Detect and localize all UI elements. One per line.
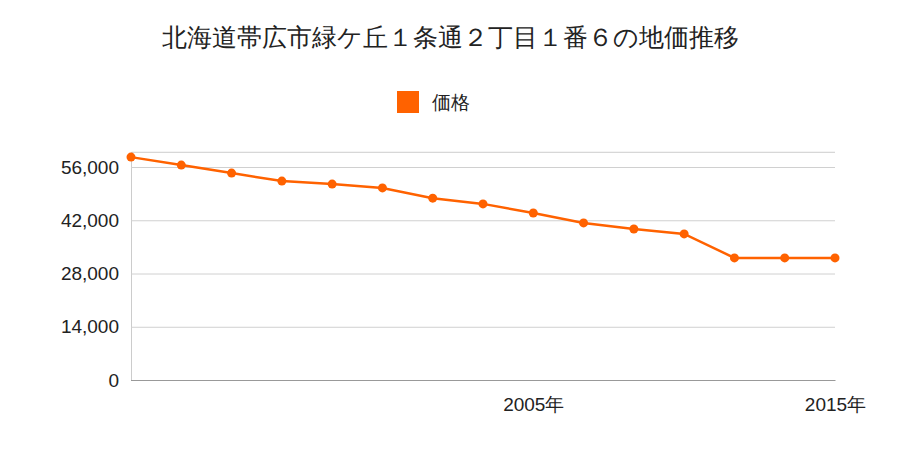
grid-line bbox=[131, 274, 835, 275]
point-marker bbox=[328, 180, 337, 189]
grid-line bbox=[131, 220, 835, 221]
y-tick-label: 28,000 bbox=[61, 263, 119, 284]
point-marker bbox=[629, 224, 638, 233]
point-marker bbox=[227, 169, 236, 178]
legend-swatch bbox=[397, 91, 419, 113]
grid-line bbox=[131, 327, 835, 328]
y-tick: 28,000 bbox=[61, 263, 835, 284]
series-line bbox=[131, 157, 835, 258]
y-tick: 0 bbox=[108, 370, 835, 391]
point-marker bbox=[579, 218, 588, 227]
x-tick-label: 2015年 bbox=[805, 394, 866, 415]
point-marker bbox=[831, 253, 840, 262]
y-tick: 56,000 bbox=[61, 157, 835, 178]
point-marker bbox=[428, 194, 437, 203]
title: 北海道帯広市緑ケ丘１条通２丁目１番６の地価推移 bbox=[162, 23, 739, 52]
chart-svg: 北海道帯広市緑ケ丘１条通２丁目１番６の地価推移 0 14,000 28,000 42,0… bbox=[0, 0, 900, 450]
y-tick-label: 0 bbox=[108, 370, 119, 391]
y-tick-label: 14,000 bbox=[61, 316, 119, 337]
chart-container: 北海道帯広市緑ケ丘１条通２丁目１番６の地価推移 0 14,000 28,000 42,0… bbox=[0, 0, 900, 450]
point-marker bbox=[529, 209, 538, 218]
legend: 価格 bbox=[397, 91, 470, 113]
point-marker bbox=[479, 199, 488, 208]
point-marker bbox=[680, 229, 689, 238]
y-tick-label: 42,000 bbox=[61, 210, 119, 231]
y-axis: 0 14,000 28,000 42,000 56,000 bbox=[61, 152, 835, 390]
y-tick: 42,000 bbox=[61, 210, 835, 231]
legend-label: 価格 bbox=[432, 91, 470, 113]
x-tick: 2015年 bbox=[805, 380, 866, 415]
x-axis: 2005年 2015年 bbox=[132, 380, 867, 415]
y-tick: 14,000 bbox=[61, 316, 835, 337]
grid-line bbox=[131, 167, 835, 168]
plot-area bbox=[127, 153, 840, 263]
point-marker bbox=[730, 253, 739, 262]
point-marker bbox=[378, 183, 387, 192]
point-marker bbox=[780, 253, 789, 262]
point-marker bbox=[277, 177, 286, 186]
point-marker bbox=[177, 161, 186, 170]
x-tick-label: 2005年 bbox=[503, 394, 564, 415]
grid-line bbox=[131, 380, 835, 381]
y-tick-label: 56,000 bbox=[61, 157, 119, 178]
point-marker bbox=[127, 153, 136, 162]
x-tick: 2005年 bbox=[503, 380, 564, 415]
x-axis-line bbox=[132, 380, 836, 381]
y-axis-line bbox=[132, 152, 836, 380]
